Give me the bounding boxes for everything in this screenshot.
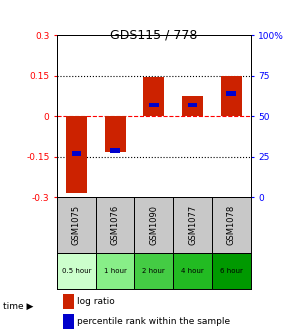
Text: log ratio: log ratio: [77, 297, 115, 306]
Bar: [212, 198, 251, 253]
Bar: [173, 198, 212, 253]
Text: 6 hour: 6 hour: [220, 268, 243, 274]
Text: percentile rank within the sample: percentile rank within the sample: [77, 317, 231, 326]
Bar: [221, 76, 242, 116]
Bar: [226, 91, 236, 96]
Text: 0.5 hour: 0.5 hour: [62, 268, 91, 274]
Bar: [63, 314, 74, 329]
Bar: [212, 253, 251, 289]
Text: GSM1075: GSM1075: [72, 205, 81, 245]
Bar: [173, 253, 212, 289]
Text: GSM1076: GSM1076: [111, 205, 120, 246]
Bar: [182, 96, 203, 116]
Text: 2 hour: 2 hour: [142, 268, 165, 274]
Bar: [134, 253, 173, 289]
Text: GSM1078: GSM1078: [227, 205, 236, 246]
Bar: [63, 294, 74, 309]
Bar: [105, 116, 126, 152]
Text: 1 hour: 1 hour: [104, 268, 127, 274]
Bar: [143, 77, 164, 116]
Text: GDS115 / 778: GDS115 / 778: [110, 29, 197, 42]
Text: time ▶: time ▶: [3, 302, 33, 311]
Text: GSM1090: GSM1090: [149, 205, 158, 245]
Bar: [96, 198, 134, 253]
Bar: [149, 102, 159, 108]
Bar: [188, 102, 197, 108]
Bar: [134, 198, 173, 253]
Bar: [57, 253, 96, 289]
Bar: [110, 148, 120, 153]
Bar: [57, 198, 96, 253]
Bar: [66, 116, 87, 194]
Text: 4 hour: 4 hour: [181, 268, 204, 274]
Bar: [96, 253, 134, 289]
Bar: [72, 151, 81, 156]
Text: GSM1077: GSM1077: [188, 205, 197, 246]
